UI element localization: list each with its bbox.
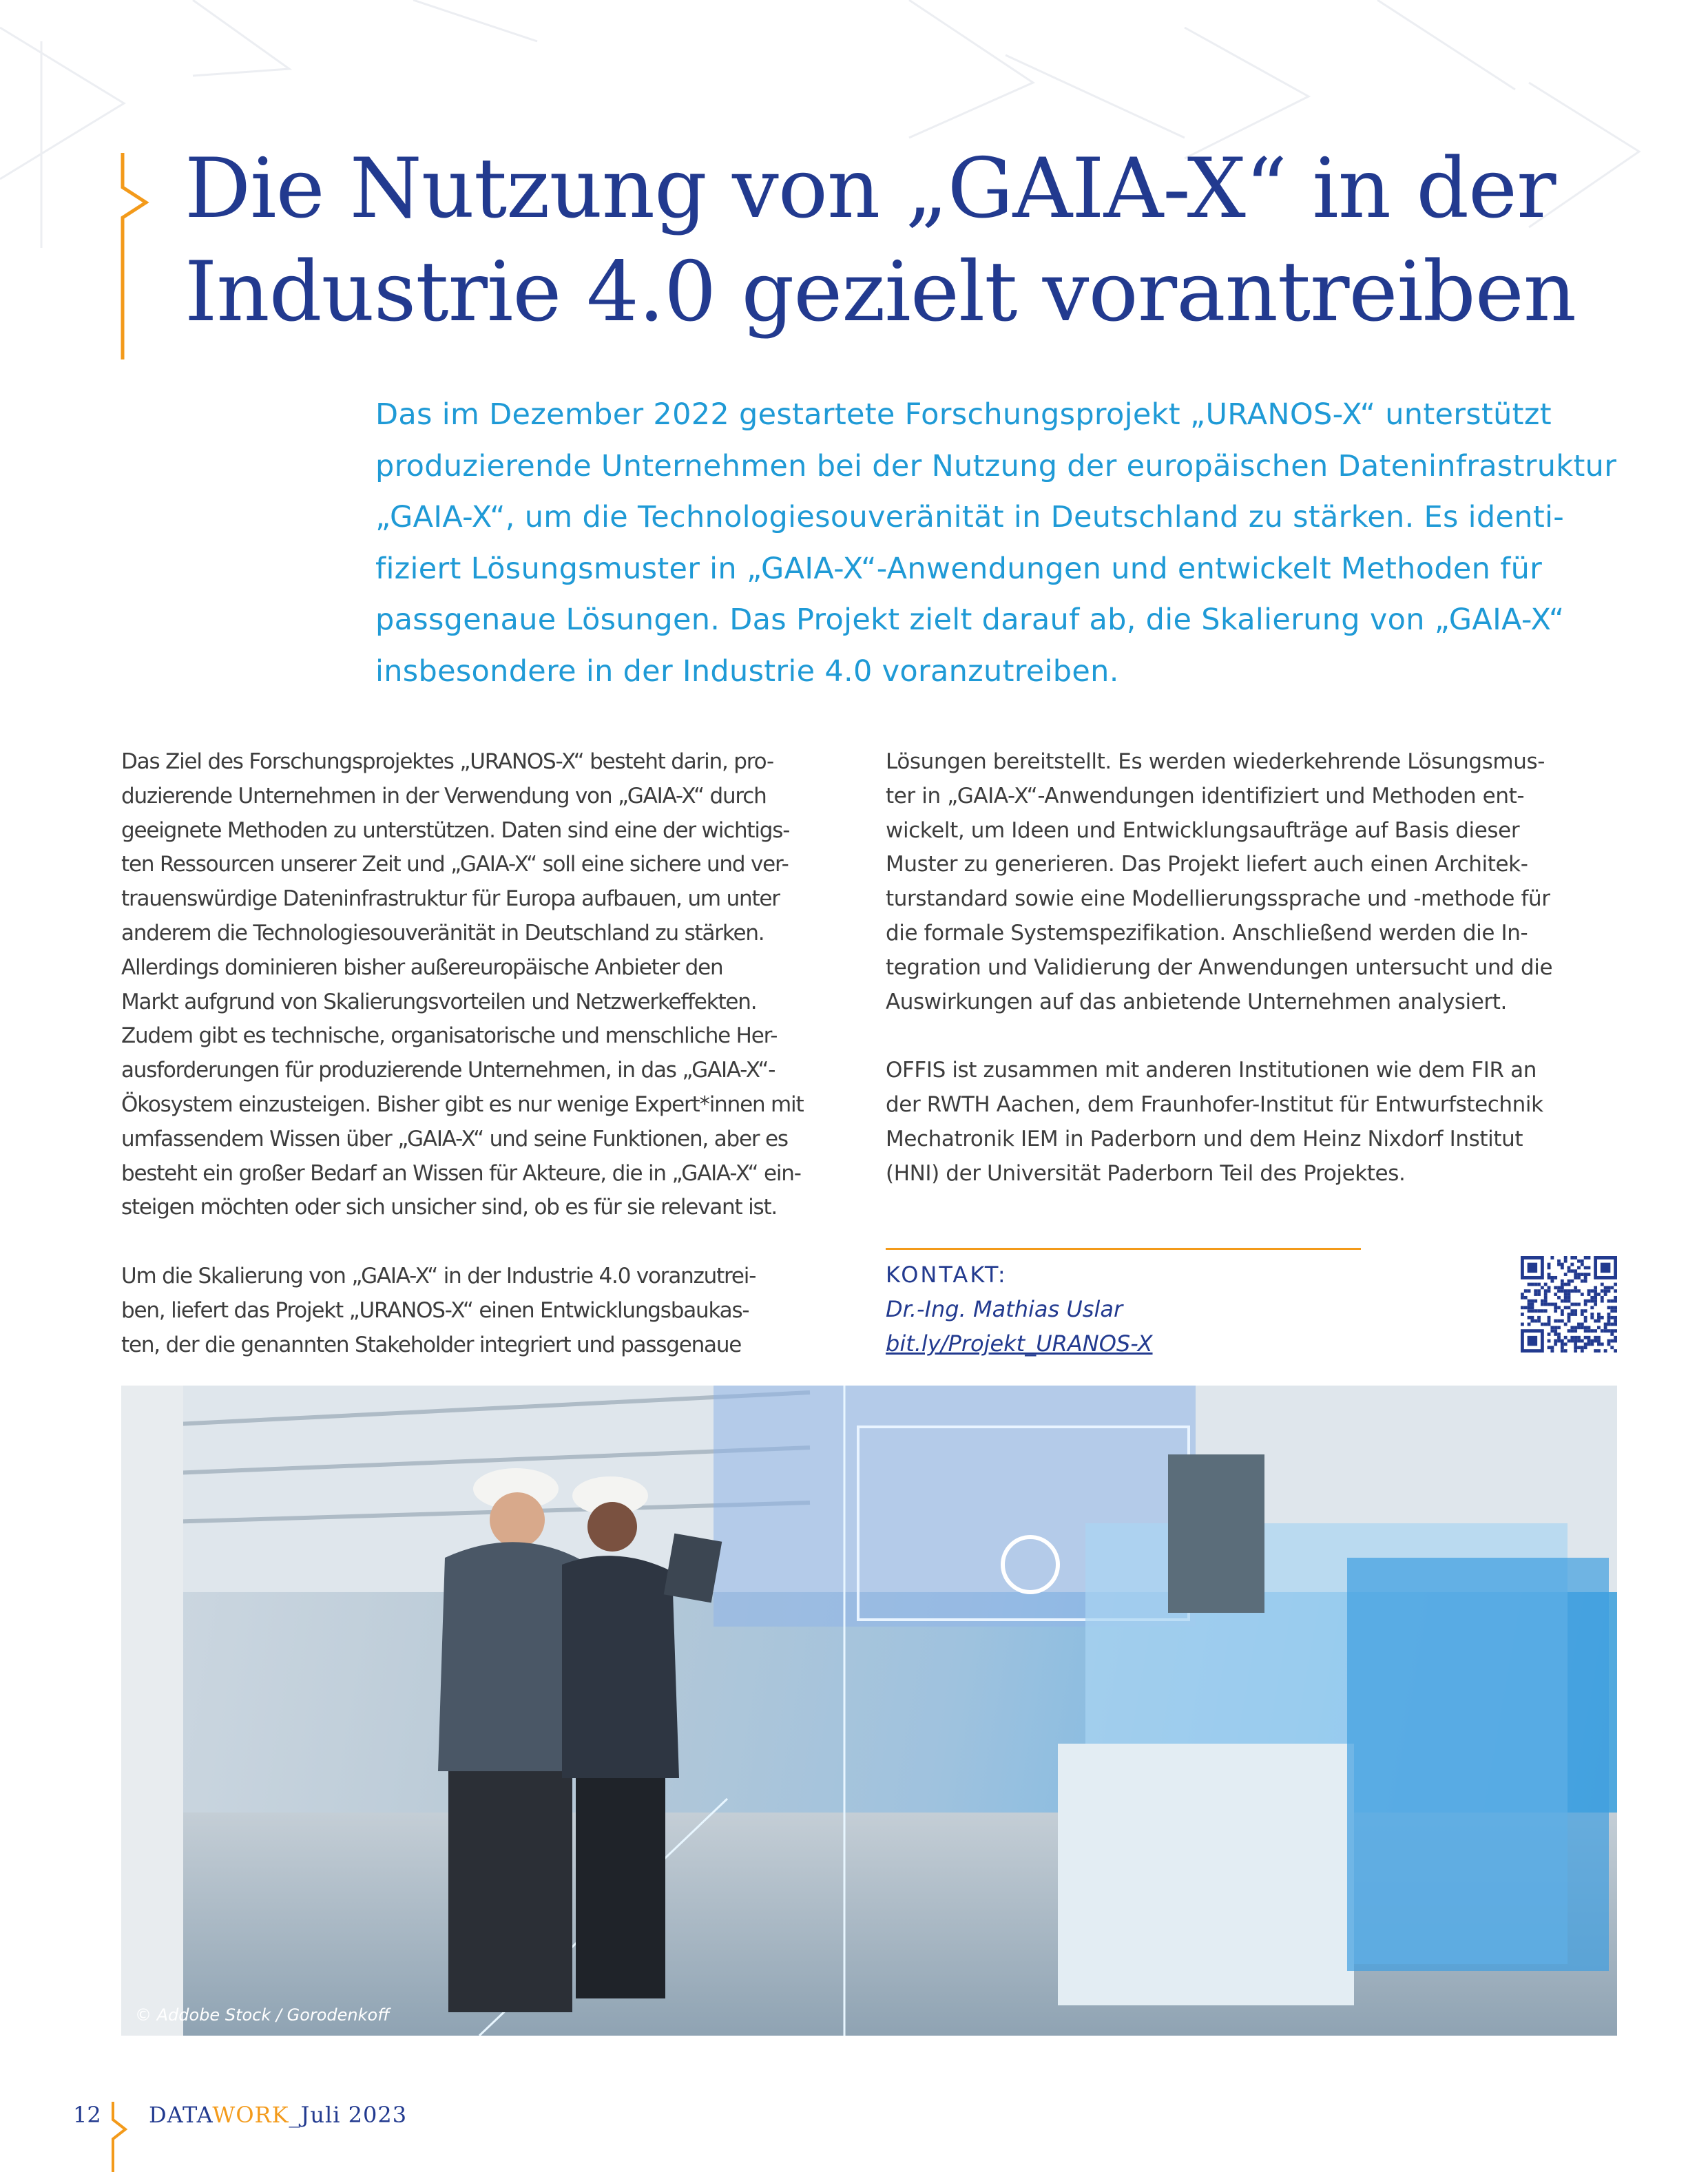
text-line: ausforderungen für produzierende Unterne… — [121, 1058, 775, 1083]
body-column-right: Lösungen bereitstellt. Es werden wiederk… — [886, 745, 1623, 1191]
paragraph: OFFIS ist zusammen mit anderen Instituti… — [886, 1054, 1623, 1191]
page-number: 12 — [73, 2102, 101, 2128]
text-line: Lösungen bereitstellt. Es werden wiederk… — [886, 749, 1545, 774]
text-line: Um die Skalierung von „GAIA-X“ in der In… — [121, 1263, 756, 1288]
text-line: Markt aufgrund von Skalierungsvorteilen … — [121, 989, 758, 1014]
contact-label: KONTAKT: — [886, 1262, 1008, 1288]
text-line: ter in „GAIA-X“-Anwendungen identifizier… — [886, 783, 1525, 808]
project-link[interactable]: bit.ly/Projekt_URANOS-X — [886, 1330, 1153, 1357]
text-line: (HNI) der Universität Paderborn Teil des… — [886, 1160, 1406, 1186]
body-column-left: Das Ziel des Forschungsprojektes „URANOS… — [121, 745, 858, 1362]
title-bracket-icon — [121, 153, 149, 359]
article-lead: Das im Dezember 2022 gestartete Forschun… — [375, 389, 1617, 697]
text-line: OFFIS ist zusammen mit anderen Instituti… — [886, 1058, 1537, 1083]
text-line: tegration und Validierung der Anwendunge… — [886, 954, 1553, 980]
engineer-right — [562, 1476, 722, 1998]
text-line: Muster zu generieren. Das Projekt liefer… — [886, 852, 1528, 877]
factory-scene-illustration — [121, 1386, 1617, 2036]
text-line: umfassendem Wissen über „GAIA-X“ und sei… — [121, 1126, 789, 1151]
text-line: trauenswürdige Dateninfrastruktur für Eu… — [121, 886, 780, 912]
magazine-name: DATAWORK_Juli 2023 — [149, 2102, 407, 2128]
text-line: Auswirkungen auf das anbietende Unterneh… — [886, 989, 1507, 1014]
article-photo — [121, 1386, 1617, 2036]
text-line: Zudem gibt es technische, organisatorisc… — [121, 1023, 778, 1049]
lead-line: fiziert Lösungsmuster in „GAIA-X“-Anwend… — [375, 551, 1543, 586]
text-line: ben, liefert das Projekt „URANOS-X“ eine… — [121, 1297, 750, 1323]
magazine-name-work: WORK — [212, 2102, 289, 2128]
text-line: turstandard sowie eine Modellierungsspra… — [886, 886, 1550, 912]
paragraph: Das Ziel des Forschungsprojektes „URANOS… — [121, 745, 858, 1225]
text-line: Mechatronik IEM in Paderborn und dem Hei… — [886, 1126, 1523, 1151]
text-line: Das Ziel des Forschungsprojektes „URANOS… — [121, 749, 774, 774]
title-line: Industrie 4.0 gezielt vorantreiben — [185, 244, 1576, 340]
lead-line: „GAIA-X“, um die Technologiesouveränität… — [375, 500, 1565, 534]
text-line: die formale Systemspezifikation. Anschli… — [886, 920, 1528, 946]
photo-credit: © Addobe Stock / Gorodenkoff — [135, 2005, 390, 2025]
text-line: duzierende Unternehmen in der Verwendung… — [121, 783, 767, 808]
text-line: besteht ein großer Bedarf an Wissen für … — [121, 1160, 802, 1186]
contact-name: Dr.-Ing. Mathias Uslar — [886, 1296, 1123, 1322]
text-line: steigen möchten oder sich unsicher sind,… — [121, 1195, 778, 1220]
lead-line: passgenaue Lösungen. Das Projekt zielt d… — [375, 603, 1565, 637]
paragraph: Um die Skalierung von „GAIA-X“ in der In… — [121, 1260, 858, 1362]
title-line: Die Nutzung von „GAIA-X“ in der — [185, 141, 1556, 237]
text-line: anderem die Technologiesouveränität in D… — [121, 920, 765, 946]
magazine-issue: _Juli 2023 — [289, 2102, 408, 2128]
text-line: der RWTH Aachen, dem Fraunhofer-Institut… — [886, 1092, 1543, 1117]
background-triangle-pattern — [0, 0, 1641, 248]
text-line: ten Ressourcen unserer Zeit und „GAIA-X“… — [121, 852, 789, 877]
text-line: wickelt, um Ideen und Entwicklungsaufträ… — [886, 817, 1520, 843]
qr-code-icon[interactable] — [1521, 1256, 1617, 1353]
text-line: geeignete Methoden zu unterstützen. Date… — [121, 817, 790, 843]
text-line: Ökosystem einzusteigen. Bisher gibt es n… — [121, 1092, 804, 1117]
lead-line: produzierende Unternehmen bei der Nutzun… — [375, 448, 1617, 483]
text-line: ten, der die genannten Stakeholder integ… — [121, 1332, 742, 1357]
lead-line: insbesondere in der Industrie 4.0 voranz… — [375, 654, 1119, 689]
article-title: Die Nutzung von „GAIA-X“ in der Industri… — [185, 138, 1631, 344]
engineer-left — [438, 1468, 596, 2012]
contact-box: KONTAKT: Dr.-Ing. Mathias Uslar bit.ly/P… — [886, 1257, 1153, 1361]
footer-bracket-icon — [112, 2102, 128, 2172]
lead-line: Das im Dezember 2022 gestartete Forschun… — [375, 397, 1552, 432]
contact-divider — [886, 1248, 1361, 1250]
paragraph: Lösungen bereitstellt. Es werden wiederk… — [886, 745, 1623, 1019]
magazine-name-data: DATA — [149, 2102, 213, 2128]
text-line: Allerdings dominieren bisher außereuropä… — [121, 954, 724, 980]
